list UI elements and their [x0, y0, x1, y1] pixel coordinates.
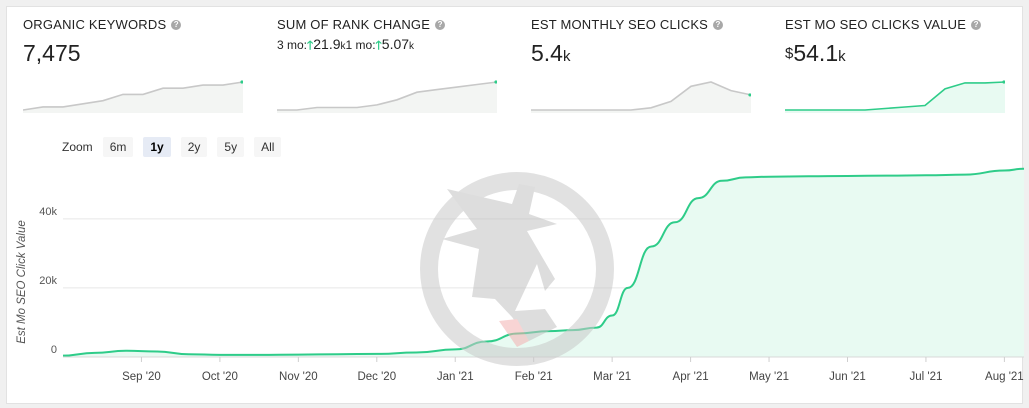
y-tick-label: 40k — [39, 206, 57, 218]
sparkline-end-point — [748, 93, 751, 97]
zoom-all-button[interactable]: All — [254, 137, 282, 157]
metric-label: EST MO SEO CLICKS VALUE — [785, 17, 967, 32]
rank-change-3mo-label: 3 mo: — [277, 38, 308, 52]
sparkline-area — [23, 82, 243, 113]
x-tick-label: Dec '20 — [357, 371, 396, 383]
metric-est-monthly-seo-clicks: EST MONTHLY SEO CLICKS ? 5.4k — [531, 17, 756, 67]
seo-summary-card: ORGANIC KEYWORDS ? 7,475 SUM OF RANK CHA… — [6, 6, 1024, 404]
x-tick-label: Jan '21 — [437, 371, 474, 383]
y-axis-label: Est Mo SEO Click Value — [16, 220, 28, 344]
sparkline-line — [23, 81, 243, 111]
help-icon[interactable]: ? — [171, 19, 182, 30]
metric-label: SUM OF RANK CHANGE — [277, 17, 431, 32]
metric-est-mo-seo-clicks-value: EST MO SEO CLICKS VALUE ? $54.1k — [785, 17, 1010, 67]
arrow-up-icon: 🡑 — [375, 38, 382, 52]
y-tick-label: 20k — [39, 275, 57, 287]
rank-change-1mo-label: 1 mo: — [345, 38, 376, 52]
x-tick-label: Feb '21 — [515, 371, 553, 383]
sparkline-end-point — [494, 80, 497, 84]
x-tick-label: Jun '21 — [829, 371, 866, 383]
metric-value: 7,475 — [23, 40, 248, 67]
metric-value-number: 54.1 — [793, 40, 839, 66]
metric-organic-keywords: ORGANIC KEYWORDS ? 7,475 — [23, 17, 248, 67]
sparkline-line — [277, 81, 497, 111]
rank-change-3mo-value: 21.9 — [313, 36, 341, 52]
metric-label-row: EST MO SEO CLICKS VALUE ? — [785, 17, 1010, 32]
sparkline-end-point — [240, 80, 243, 84]
x-tick-label: Sep '20 — [122, 371, 161, 383]
sparkline-organic-keywords — [23, 80, 243, 113]
x-tick-label: Jul '21 — [909, 371, 942, 383]
rank-change-1mo-suffix: k — [409, 41, 415, 52]
metric-value: 5.4k — [531, 40, 756, 67]
metric-label-row: SUM OF RANK CHANGE ? — [277, 17, 502, 32]
click-value-chart: 0 20k 40k Sep '20 Oct '20 Nov '20 Dec '20 Jan '… — [16, 167, 1024, 383]
metric-value: $54.1k — [785, 40, 1010, 67]
zoom-bar: Zoom 6m 1y 2y 5y All — [62, 137, 282, 157]
metric-sum-of-rank-change: SUM OF RANK CHANGE ? 3 mo:🡑21.9k1 mo:🡑5.… — [277, 17, 502, 55]
x-tick-label: May '21 — [749, 371, 789, 383]
metric-value-suffix: k — [562, 48, 571, 65]
metric-value-number: 5.4 — [531, 40, 563, 66]
metric-label: EST MONTHLY SEO CLICKS — [531, 17, 709, 32]
x-tick-label: Apr '21 — [673, 371, 709, 383]
series-area — [63, 168, 1024, 357]
arrow-up-icon: 🡑 — [307, 38, 314, 52]
rank-change-3mo-suffix: k — [340, 41, 346, 52]
x-tick-label: Nov '20 — [279, 371, 318, 383]
metric-label-row: EST MONTHLY SEO CLICKS ? — [531, 17, 756, 32]
y-tick-label: 0 — [51, 344, 57, 356]
x-tick-label: Aug '21 — [985, 371, 1024, 383]
sparkline-sum-of-rank-change — [277, 80, 497, 113]
sparkline-area — [531, 82, 751, 113]
sparkline-area — [785, 82, 1005, 113]
metric-value-number: 7,475 — [23, 40, 81, 66]
sparkline-line — [531, 81, 751, 111]
metric-value-suffix: k — [838, 48, 846, 65]
x-tick-label: Mar '21 — [593, 371, 631, 383]
help-icon[interactable]: ? — [971, 19, 982, 30]
zoom-6m-button[interactable]: 6m — [102, 137, 134, 157]
zoom-1y-button[interactable]: 1y — [143, 137, 171, 157]
rank-change-values: 3 mo:🡑21.9k1 mo:🡑5.07k — [277, 36, 502, 55]
zoom-label: Zoom — [62, 140, 93, 154]
x-tick-label: Oct '20 — [202, 371, 238, 383]
metric-value-prefix: $ — [785, 45, 794, 62]
metric-label: ORGANIC KEYWORDS — [23, 17, 167, 32]
sparkline-line — [785, 81, 1005, 111]
sparkline-end-point — [1002, 80, 1005, 84]
metric-label-row: ORGANIC KEYWORDS ? — [23, 17, 248, 32]
help-icon[interactable]: ? — [435, 19, 446, 30]
sparkline-est-mo-seo-clicks-value — [785, 80, 1005, 113]
sparkline-est-monthly-seo-clicks — [531, 81, 751, 113]
rank-change-1mo-value: 5.07 — [381, 36, 410, 52]
zoom-2y-button[interactable]: 2y — [180, 137, 208, 157]
zoom-5y-button[interactable]: 5y — [217, 137, 245, 157]
help-icon[interactable]: ? — [713, 19, 724, 30]
